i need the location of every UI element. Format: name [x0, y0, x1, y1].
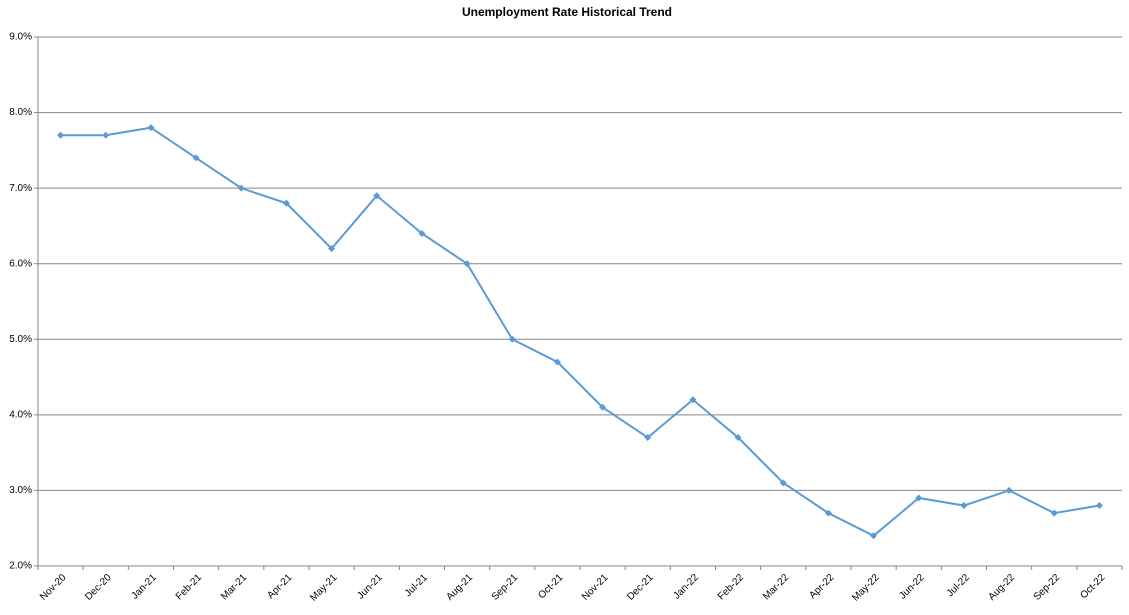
x-tick-label: Jun-21 — [355, 572, 385, 602]
y-tick-label: 3.0% — [9, 485, 32, 496]
data-marker — [508, 335, 516, 343]
data-marker — [237, 184, 245, 192]
y-tick-label: 9.0% — [9, 32, 32, 43]
x-tick-label: May-21 — [308, 572, 340, 604]
data-marker — [824, 509, 832, 517]
y-tick-label: 6.0% — [9, 258, 32, 269]
data-marker — [328, 245, 336, 253]
data-marker — [1095, 502, 1103, 510]
data-marker — [553, 358, 561, 366]
x-tick-label: Nov-20 — [38, 572, 69, 603]
data-marker — [463, 260, 471, 268]
data-marker — [599, 403, 607, 411]
data-marker — [779, 479, 787, 487]
data-marker — [57, 131, 65, 139]
x-tick-label: Mar-21 — [219, 572, 249, 602]
data-line — [60, 126, 1100, 537]
x-tick-label: Dec-20 — [83, 572, 114, 603]
data-marker — [870, 532, 878, 540]
x-tick-label: Jan-22 — [672, 572, 702, 602]
y-tick-label: 2.0% — [9, 561, 32, 572]
x-tick-label: Nov-21 — [580, 572, 611, 603]
x-tick-label: Oct-22 — [1078, 572, 1107, 601]
y-tick-label: 5.0% — [9, 334, 32, 345]
data-marker — [1050, 509, 1058, 517]
chart-title: Unemployment Rate Historical Trend — [462, 5, 672, 19]
y-tick-label: 7.0% — [9, 183, 32, 194]
y-tick-label: 4.0% — [9, 409, 32, 420]
x-tick-label: Jul-21 — [403, 572, 430, 599]
data-marker — [915, 494, 923, 502]
x-tick-label: Feb-22 — [716, 572, 746, 602]
data-marker — [282, 199, 290, 207]
x-tick-label: May-22 — [850, 572, 882, 604]
data-marker — [960, 502, 968, 510]
y-tick-label: 8.0% — [9, 107, 32, 118]
x-tick-label: Aug-22 — [986, 572, 1017, 603]
data-marker — [102, 131, 110, 139]
data-marker — [418, 229, 426, 237]
x-tick-label: Apr-21 — [265, 572, 294, 601]
x-tick-label: Apr-22 — [807, 572, 836, 601]
x-tick-label: Sep-22 — [1032, 572, 1063, 603]
x-tick-label: Oct-21 — [536, 572, 565, 601]
x-tick-label: Jan-21 — [130, 572, 160, 602]
x-tick-label: Feb-21 — [174, 572, 204, 602]
x-tick-label: Mar-22 — [761, 572, 791, 602]
data-marker — [1005, 486, 1013, 494]
data-marker — [192, 154, 200, 162]
data-marker — [644, 434, 652, 442]
data-marker — [147, 124, 155, 132]
data-marker — [734, 434, 742, 442]
x-tick-label: Jun-22 — [897, 572, 927, 602]
x-tick-label: Aug-21 — [444, 572, 475, 603]
data-marker — [373, 192, 381, 200]
x-tick-label: Sep-21 — [490, 572, 521, 603]
data-marker — [689, 396, 697, 404]
x-tick-label: Dec-21 — [625, 572, 656, 603]
x-tick-label: Jul-22 — [945, 572, 972, 599]
